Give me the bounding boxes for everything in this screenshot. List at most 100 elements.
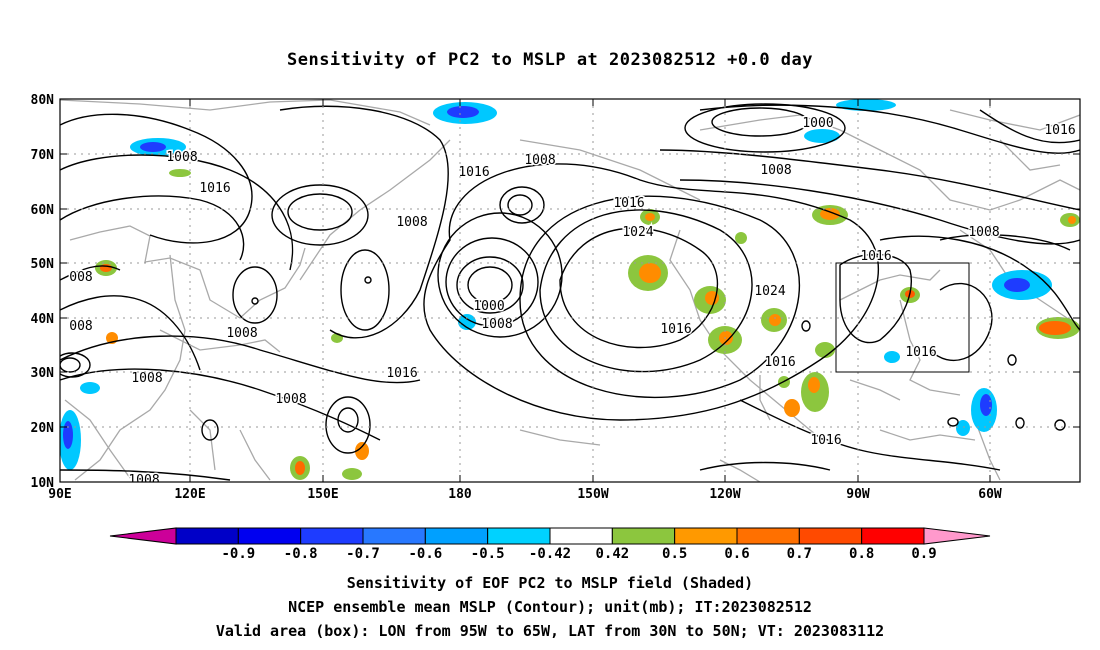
- colorbar-swatch: [487, 527, 551, 545]
- contour-label: 1008: [128, 473, 159, 488]
- contour-label: 1016: [457, 165, 488, 180]
- longitude-labels: 90E 120E 150E 180 150W 120W 90W 60W: [48, 487, 1002, 502]
- contour-label: 1000: [473, 299, 504, 314]
- lat-tick-label: 40N: [31, 312, 55, 327]
- pos-blob: [820, 208, 840, 220]
- contour-label: 1016: [660, 322, 691, 337]
- map-content: 1008 1016 1008 1016 1016 1008 1000 1016 1016 1008…: [60, 99, 1080, 488]
- contour-label: 1016: [860, 249, 891, 264]
- lat-tick-label: 70N: [31, 148, 55, 163]
- lat-lon-grid: [60, 99, 1080, 482]
- contour-label: 1008: [481, 317, 512, 332]
- neg-blob: [884, 351, 900, 363]
- mslp-contours: [60, 103, 1080, 481]
- contour-label: 1016: [613, 196, 644, 211]
- neg-blob: [956, 420, 970, 436]
- pos-blob: [784, 399, 800, 417]
- pos-blob: [815, 342, 835, 358]
- contour-label: 1008: [396, 215, 427, 230]
- contour-label: 1024: [754, 284, 785, 299]
- lon-tick-label: 120W: [709, 487, 740, 502]
- colorbar-level-label: -0.8: [284, 546, 318, 562]
- colorbar-swatch: [237, 527, 302, 545]
- colorbar-level-label: 0.9: [911, 546, 936, 562]
- colorbar: -0.9 -0.8 -0.7 -0.6 -0.5 -0.42 0.42 0.5 0.6 0.7 0.…: [109, 527, 991, 562]
- sensitivity-shading: [60, 99, 1080, 480]
- contour-label: 1016: [905, 345, 936, 360]
- contour-label: 1016: [199, 181, 230, 196]
- neg-blob: [80, 382, 100, 394]
- colorbar-swatch: [300, 527, 364, 545]
- pos-blob: [342, 468, 362, 480]
- caption-line-3: Valid area (box): LON from 95W to 65W, L…: [215, 622, 885, 640]
- lon-tick-label: 90E: [48, 487, 71, 502]
- neg-blob: [836, 99, 896, 111]
- lat-tick-label: 50N: [31, 257, 55, 272]
- contour-label: 1008: [524, 153, 555, 168]
- neg-blob: [63, 421, 73, 449]
- pos-blob: [1068, 216, 1076, 224]
- map-frame: [59, 98, 1081, 483]
- colorbar-level-label: -0.7: [346, 546, 380, 562]
- colorbar-extend-low: [109, 527, 177, 545]
- pos-blob: [295, 461, 305, 475]
- contour-label: 1008: [131, 371, 162, 386]
- contour-label: 1000: [802, 116, 833, 131]
- lat-tick-label: 10N: [31, 476, 55, 491]
- valid-area-box: [835, 262, 970, 373]
- lon-tick-label: 180: [448, 487, 472, 502]
- latitude-labels: 80N 70N 60N 50N 40N 30N 20N 10N: [31, 93, 55, 491]
- pos-blob: [769, 314, 781, 326]
- neg-blob: [980, 394, 992, 416]
- colorbar-swatch: [549, 527, 613, 545]
- contour-label: 1016: [1044, 123, 1075, 138]
- caption-line-1: Sensitivity of EOF PC2 to MSLP field (Sh…: [346, 574, 754, 592]
- colorbar-level-label: -0.5: [471, 546, 505, 562]
- colorbar-swatch: [674, 527, 738, 545]
- pos-blob: [705, 291, 719, 305]
- pos-blob: [735, 232, 747, 244]
- contour-label: 1008: [226, 326, 257, 341]
- neg-blob: [458, 314, 476, 330]
- contour-label: 1024: [622, 225, 653, 240]
- colorbar-swatch: [861, 527, 925, 545]
- lat-tick-label: 80N: [31, 93, 55, 108]
- axis-ticks: [59, 98, 1080, 483]
- colorbar-level-label: 0.7: [787, 546, 812, 562]
- contour-label: 1016: [458, 165, 489, 180]
- neg-blob: [804, 129, 840, 143]
- lat-tick-label: 60N: [31, 203, 55, 218]
- caption-line-2: NCEP ensemble mean MSLP (Contour); unit(…: [288, 598, 812, 616]
- colorbar-swatch: [362, 527, 426, 545]
- lon-tick-label: 150E: [307, 487, 338, 502]
- neg-blob: [140, 142, 166, 152]
- colorbar-level-label: -0.6: [408, 546, 442, 562]
- contour-label: 1008: [166, 150, 197, 165]
- colorbar-extend-high: [923, 527, 991, 545]
- colorbar-level-label: 0.42: [595, 546, 629, 562]
- colorbar-swatch: [736, 527, 800, 545]
- colorbar-swatch: [424, 527, 489, 545]
- contour-label: 1016: [764, 355, 795, 370]
- colorbar-level-label: 0.5: [662, 546, 687, 562]
- pos-blob: [169, 169, 191, 177]
- colorbar-level-label: -0.42: [529, 546, 571, 562]
- colorbar-level-label: 0.8: [849, 546, 874, 562]
- contour-label: 008: [69, 270, 92, 285]
- chart-title: Sensitivity of PC2 to MSLP at 2023082512…: [286, 50, 813, 70]
- lat-tick-label: 30N: [31, 366, 55, 381]
- pos-blob: [1039, 321, 1071, 335]
- neg-blob: [1004, 278, 1030, 292]
- colorbar-level-label: -0.9: [221, 546, 255, 562]
- pos-blob: [719, 331, 733, 345]
- colorbar-level-label: 0.6: [724, 546, 749, 562]
- pos-blob: [639, 263, 661, 283]
- pos-blob: [355, 442, 369, 460]
- lon-tick-label: 150W: [577, 487, 608, 502]
- lat-tick-label: 20N: [31, 421, 55, 436]
- colorbar-swatch: [175, 527, 239, 545]
- pos-blob: [808, 377, 820, 393]
- contour-label: 1016: [386, 366, 417, 381]
- coastlines: [60, 99, 1080, 482]
- colorbar-swatch: [798, 527, 863, 545]
